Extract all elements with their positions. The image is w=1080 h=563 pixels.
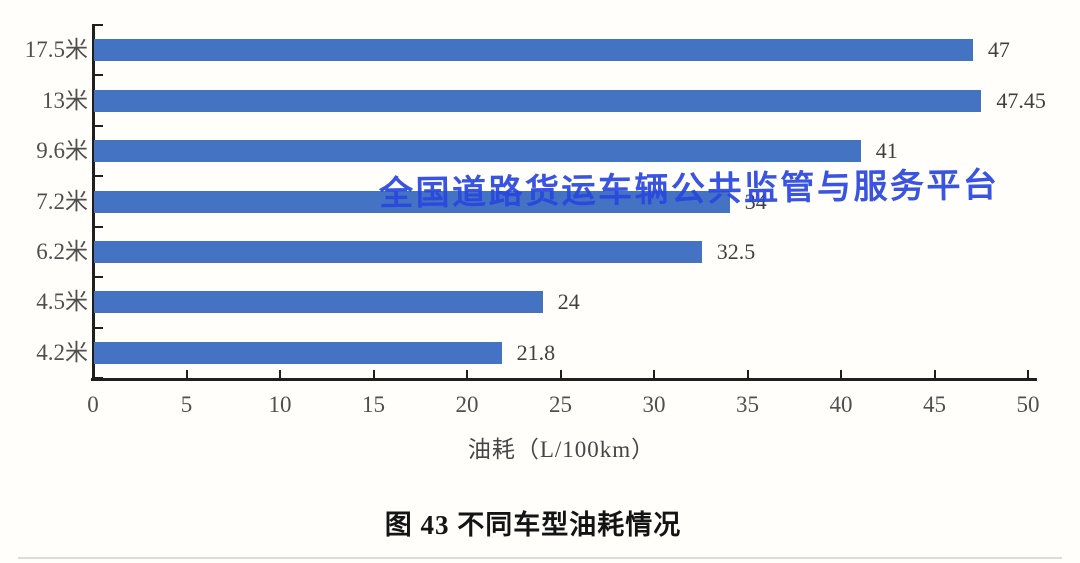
category-label: 13米 [42,87,88,113]
x-tick-label: 15 [362,392,385,417]
x-tick-label: 20 [455,392,479,417]
x-tick-label: 5 [180,392,193,417]
x-tick-label: 50 [1016,392,1040,417]
bar [94,89,982,112]
value-label: 34 [744,188,767,214]
bar [94,291,543,314]
value-label: 47.45 [996,87,1046,113]
y-axis-tick [92,24,103,26]
x-axis-tick [746,370,749,380]
x-tick-label: 25 [549,392,572,417]
bar [94,240,702,263]
bar [94,341,502,364]
y-axis-line [92,25,95,380]
y-axis-tick [92,124,103,127]
y-axis-tick [92,276,103,279]
page-bottom-edge [18,557,1062,559]
x-tick-label: 0 [87,392,99,417]
x-tick-label: 35 [736,392,759,417]
value-label: 32.5 [716,238,756,264]
x-axis-tick [92,370,94,380]
x-axis-tick [466,370,468,380]
value-label: 21.8 [516,339,556,365]
chart-caption: 图 43 不同车型油耗情况 [384,510,682,540]
category-label: 9.6米 [36,138,88,164]
x-axis-tick [559,370,562,380]
category-label: 17.5米 [24,37,88,63]
bar [94,39,973,62]
y-axis-tick [92,377,103,379]
category-label: 7.2米 [36,188,88,214]
category-label: 4.5米 [36,289,88,315]
x-axis-tick [185,370,188,380]
y-axis-tick [92,74,103,77]
y-axis-tick [92,175,103,178]
x-axis-tick [840,370,842,380]
value-label: 47 [987,37,1010,63]
x-tick-label: 40 [829,392,853,417]
x-axis-title: 油耗（L/100km） [467,437,656,462]
x-axis-tick [372,370,375,380]
x-tick-label: 45 [923,392,946,417]
y-axis-tick [92,326,103,329]
x-axis-tick [279,370,281,380]
x-tick-label: 30 [642,392,666,417]
bar [94,190,730,213]
x-axis-tick [933,370,936,380]
x-axis-line [91,378,1037,381]
x-tick-label: 10 [268,392,292,417]
value-label: 41 [875,138,898,164]
watermark-text: 全国道路货运车辆公共监管与服务平台 [378,166,1000,213]
x-axis-tick [1027,370,1029,380]
y-axis-tick [92,225,103,228]
category-label: 4.2米 [36,339,88,365]
bar [94,140,861,163]
category-label: 6.2米 [36,238,88,264]
x-axis-tick [653,370,655,380]
value-label: 24 [557,289,580,315]
